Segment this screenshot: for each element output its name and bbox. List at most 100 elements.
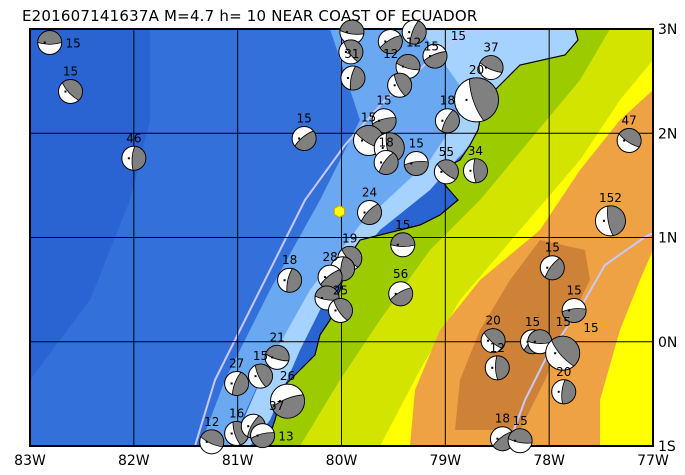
focal-mechanism-beachball[interactable] xyxy=(616,124,646,154)
axis-dot xyxy=(602,219,605,222)
focal-mechanism-beachball[interactable] xyxy=(291,125,321,155)
lat-tick-label: 0N xyxy=(658,335,677,351)
depth-label: 24 xyxy=(362,185,377,199)
focal-mechanism-beachball[interactable] xyxy=(480,324,510,354)
focal-mechanism-beachball[interactable] xyxy=(248,360,277,389)
depth-label: 37 xyxy=(483,41,498,55)
axis-dot xyxy=(346,76,349,79)
compressional-quadrant xyxy=(131,145,147,171)
axis-dot xyxy=(496,437,499,440)
compressional-quadrant xyxy=(294,130,317,151)
axis-dot xyxy=(271,356,274,359)
compressional-quadrant xyxy=(561,379,577,405)
focal-mechanism-beachball[interactable] xyxy=(327,294,357,323)
focal-mechanism-beachball[interactable] xyxy=(270,383,310,423)
compressional-quadrant xyxy=(479,55,504,73)
focal-mechanism-beachball[interactable] xyxy=(373,149,403,179)
compressional-quadrant xyxy=(37,30,63,45)
axis-dot xyxy=(378,119,381,122)
compressional-quadrant xyxy=(200,429,225,448)
compressional-quadrant xyxy=(409,20,427,45)
axis-dot xyxy=(298,137,301,140)
compressional-quadrant xyxy=(340,256,355,282)
focal-mechanism-beachball[interactable] xyxy=(403,150,430,176)
depth-label: 15 xyxy=(556,315,571,329)
depth-label: 15 xyxy=(409,136,424,150)
compressional-quadrant xyxy=(473,158,488,184)
depth-label: 16 xyxy=(229,406,244,420)
focal-mechanism-beachball[interactable] xyxy=(422,43,451,72)
axis-dot xyxy=(380,161,383,164)
axis-dot xyxy=(440,170,443,173)
axis-dot xyxy=(568,309,571,312)
focal-mechanism-beachball[interactable] xyxy=(199,426,228,455)
focal-mechanism-beachball[interactable] xyxy=(462,158,488,184)
depth-label: 13 xyxy=(278,430,293,444)
depth-label: 12 xyxy=(406,36,421,50)
depth-label: 21 xyxy=(269,330,284,344)
depth-label: 18 xyxy=(282,253,297,267)
axis-dot xyxy=(320,296,323,299)
axis-dot xyxy=(344,50,347,53)
axis-dot xyxy=(410,162,413,165)
focal-mechanism-beachball[interactable] xyxy=(478,52,507,81)
epicenter-hexagon-icon[interactable] xyxy=(333,204,346,218)
focal-mechanism-beachball[interactable] xyxy=(390,232,416,258)
compressional-quadrant xyxy=(343,39,364,63)
focal-mechanism-beachball[interactable] xyxy=(37,30,63,56)
ocean-shelf xyxy=(200,29,600,446)
focal-mechanism-beachball[interactable] xyxy=(340,65,367,92)
axis-dot xyxy=(465,98,468,101)
axis-dot xyxy=(381,146,384,149)
depth-label: 26 xyxy=(280,369,295,383)
focal-mechanism-beachball[interactable] xyxy=(545,329,587,371)
focal-mechanism-beachball[interactable] xyxy=(264,342,292,370)
axis-dot xyxy=(254,375,257,378)
axis-dot xyxy=(554,352,557,355)
focal-mechanism-beachball[interactable] xyxy=(507,427,534,454)
lon-tick-label: 80W xyxy=(326,453,358,469)
depth-label: 28 xyxy=(322,250,337,264)
focal-mechanism-beachball[interactable] xyxy=(453,72,504,123)
compressional-quadrant xyxy=(61,79,83,101)
compressional-quadrant xyxy=(551,335,581,367)
focal-mechanism-beachball[interactable] xyxy=(539,255,569,285)
focal-mechanism-beachball[interactable] xyxy=(57,75,87,105)
focal-mechanism-beachball[interactable] xyxy=(250,423,278,451)
focal-mechanism-beachball[interactable] xyxy=(277,267,304,294)
focal-mechanism-beachball[interactable] xyxy=(387,69,416,98)
focal-mechanism-beachball[interactable] xyxy=(121,145,147,171)
depth-label: 20 xyxy=(556,365,571,379)
coastal-water xyxy=(232,29,600,446)
focal-mechanism-beachball[interactable] xyxy=(401,19,429,47)
depth-label: 15 xyxy=(566,283,581,297)
depth-label: 15 xyxy=(361,111,376,125)
focal-mechanism-beachball[interactable] xyxy=(594,203,627,237)
depth-label: 15 xyxy=(451,29,466,43)
compressional-quadrant xyxy=(271,394,305,419)
axis-dot xyxy=(396,243,399,246)
focal-mechanism-beachball[interactable] xyxy=(388,281,417,310)
focal-mechanism-beachball[interactable] xyxy=(224,370,253,399)
focal-mechanism-beachball[interactable] xyxy=(433,155,463,185)
compressional-quadrant xyxy=(286,268,302,293)
focal-mechanism-beachball[interactable] xyxy=(377,29,406,58)
lat-tick-label: 2N xyxy=(658,126,677,142)
focal-mechanism-beachball[interactable] xyxy=(317,264,347,294)
depth-label: 12 xyxy=(204,415,219,429)
compressional-quadrant xyxy=(527,329,553,344)
focal-mechanism-beachball[interactable] xyxy=(551,379,577,405)
compressional-quadrant xyxy=(561,308,587,323)
focal-mechanism-beachball[interactable] xyxy=(434,108,463,137)
focal-mechanism-beachball[interactable] xyxy=(338,35,368,65)
lon-tick-label: 83W xyxy=(14,453,46,469)
compressional-quadrant xyxy=(403,161,429,176)
depth-label: 47 xyxy=(621,114,636,128)
compressional-quadrant xyxy=(495,355,510,381)
compressional-quadrant xyxy=(544,257,565,281)
focal-mechanism-beachball[interactable] xyxy=(561,297,587,323)
focal-mechanism-beachball[interactable] xyxy=(484,355,510,381)
focal-mechanism-beachball[interactable] xyxy=(357,199,387,229)
